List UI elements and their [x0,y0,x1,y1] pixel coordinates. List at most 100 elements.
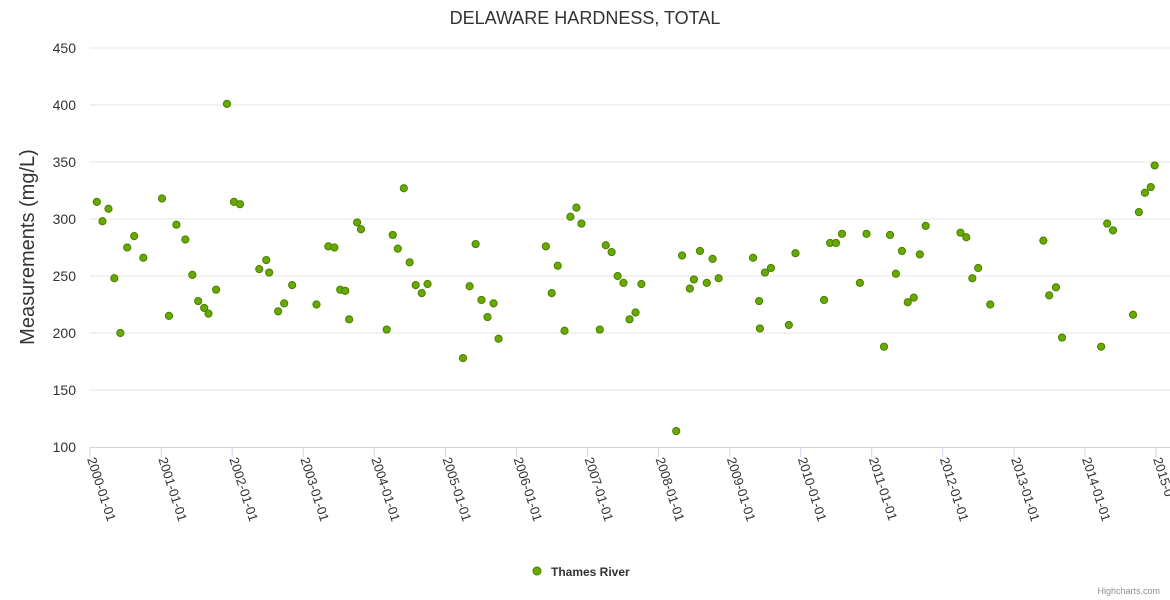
data-point[interactable] [566,212,575,221]
data-point[interactable] [139,253,148,262]
data-point[interactable] [1128,310,1138,319]
data-point[interactable] [968,274,977,283]
data-point[interactable] [465,282,474,291]
data-point[interactable] [356,225,366,234]
data-point[interactable] [477,295,486,305]
data-point[interactable] [784,320,793,330]
data-point[interactable] [341,286,350,295]
data-point[interactable] [471,239,480,249]
data-point[interactable] [1097,342,1106,351]
data-point[interactable] [677,251,687,260]
data-point[interactable] [1103,219,1112,228]
data-point[interactable] [265,268,274,277]
data-point[interactable] [595,325,604,334]
data-point[interactable] [560,326,569,335]
data-point[interactable] [915,250,924,259]
data-point[interactable] [288,281,297,290]
data-point[interactable] [553,261,562,270]
data-point[interactable] [494,334,503,343]
data-point[interactable] [116,328,125,338]
data-point[interactable] [200,303,209,313]
data-point[interactable] [637,279,646,289]
data-point[interactable] [1146,182,1155,192]
data-point[interactable] [547,289,556,298]
legend[interactable]: Thames River [532,565,630,579]
data-point[interactable] [1057,333,1067,342]
data-point[interactable] [760,268,770,277]
data-point[interactable] [708,254,717,263]
data-point[interactable] [188,270,197,279]
data-point[interactable] [417,289,426,298]
data-point[interactable] [458,353,468,363]
data-point[interactable] [393,244,402,253]
data-point[interactable] [986,300,995,309]
data-point[interactable] [1108,226,1118,235]
data-point[interactable] [689,275,699,284]
data-point[interactable] [211,285,221,294]
data-point[interactable] [754,296,764,306]
data-point[interactable] [194,296,203,306]
data-point[interactable] [489,299,498,308]
data-point[interactable] [1140,188,1150,197]
data-point[interactable] [672,426,681,436]
data-point[interactable] [791,249,800,258]
data-point[interactable] [411,281,420,290]
data-point[interactable] [1039,236,1048,245]
data-point[interactable] [181,235,190,244]
data-point[interactable] [399,184,408,193]
data-point[interactable] [353,218,362,227]
data-point[interactable] [157,194,167,203]
data-point[interactable] [748,253,758,262]
data-point[interactable] [855,278,864,287]
data-point[interactable] [204,309,213,318]
data-point[interactable] [222,99,232,108]
data-point[interactable] [619,278,628,287]
data-point[interactable] [312,300,321,309]
data-point[interactable] [577,219,586,228]
data-point[interactable] [423,279,432,289]
data-point[interactable] [123,243,132,252]
data-point[interactable] [613,271,622,281]
data-point[interactable] [714,274,723,283]
data-point[interactable] [831,238,841,248]
data-point[interactable] [388,230,397,240]
data-point[interactable] [1045,291,1054,300]
data-point[interactable] [235,200,245,209]
data-point[interactable] [607,247,616,257]
data-point[interactable] [405,258,414,267]
data-point[interactable] [766,263,776,273]
data-point[interactable] [92,197,101,206]
data-point[interactable] [172,220,181,229]
data-point[interactable] [164,311,174,320]
data-point[interactable] [625,315,634,324]
data-point[interactable] [330,243,339,252]
data-point[interactable] [702,278,711,287]
data-point[interactable] [110,274,119,283]
data-point[interactable] [879,342,889,351]
data-point[interactable] [1134,208,1143,217]
legend-marker[interactable] [532,566,542,576]
data-point[interactable] [909,293,918,302]
data-point[interactable] [1051,283,1061,292]
data-point[interactable] [837,229,847,238]
data-point[interactable] [685,284,694,293]
data-point[interactable] [903,298,912,307]
data-point[interactable] [631,308,640,317]
data-point[interactable] [130,232,139,241]
data-point[interactable] [255,265,264,274]
data-point[interactable] [862,229,871,238]
data-point[interactable] [819,295,829,305]
data-point[interactable] [104,204,113,213]
data-point[interactable] [483,312,492,322]
data-point[interactable] [885,230,895,240]
data-point[interactable] [345,315,354,324]
data-point[interactable] [956,228,965,237]
data-point[interactable] [974,263,983,273]
data-point[interactable] [382,325,391,334]
data-point[interactable] [695,246,705,256]
data-point[interactable] [572,203,581,212]
data-point[interactable] [280,299,289,308]
data-point[interactable] [541,242,550,251]
data-point[interactable] [897,246,907,256]
data-point[interactable] [274,307,283,316]
